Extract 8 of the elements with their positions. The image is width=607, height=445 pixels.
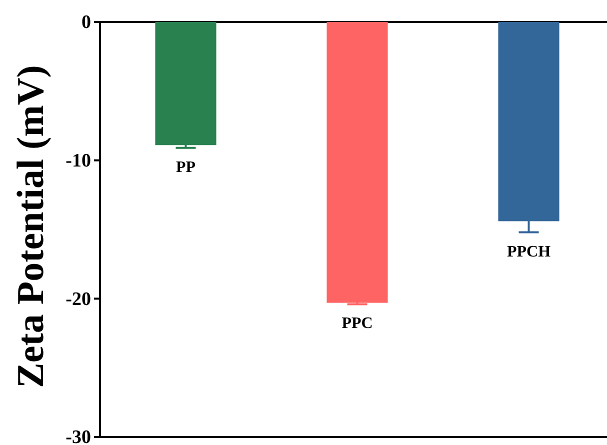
- y-axis-title: Zeta Potential (mV): [10, 65, 52, 388]
- y-tick-label: -10: [66, 150, 91, 172]
- x-tick-label: PPC: [342, 315, 373, 332]
- y-tick-label: -30: [66, 427, 91, 445]
- x-tick-label: PPCH: [506, 243, 552, 260]
- y-tick-label: 0: [82, 12, 91, 34]
- x-tick-label: PP: [176, 158, 196, 176]
- y-tick-label: -20: [66, 288, 91, 310]
